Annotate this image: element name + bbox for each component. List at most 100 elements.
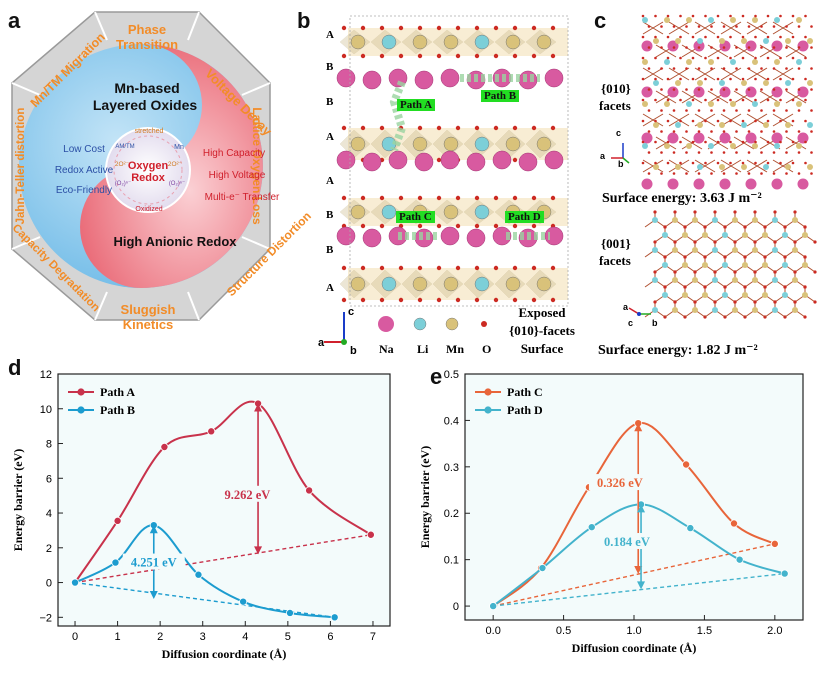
na-atom [641,86,653,98]
mn-atom [692,277,698,283]
o-atom [779,161,782,165]
o-atom [679,140,682,144]
li-atom [652,217,658,223]
o-atom [704,56,707,60]
axis-b-dot [341,339,347,345]
o-atom [722,130,726,133]
na-atom [667,132,679,144]
o-atom [722,172,726,175]
o-atom [703,255,707,259]
o-atom [653,240,657,244]
o-atom [641,140,645,144]
o-atom [493,53,499,59]
o-atom [550,297,556,303]
o-atom [804,56,807,60]
o-atom [685,172,688,175]
o-atom [804,161,807,165]
o-atom [763,225,767,229]
legend-mn-swatch [445,317,459,331]
title-high-anionic-redox: High Anionic Redox [113,234,237,249]
o-atom [493,195,499,201]
o-atom [803,315,807,319]
o-atom [760,109,763,112]
surface-energy-001: Surface energy: 1.82 J m⁻² [598,343,758,358]
o-atom [417,265,423,271]
o-atom [666,161,670,165]
na-atom [771,178,783,190]
na-atom [693,178,705,190]
o-atom [803,285,807,289]
mn-atom [350,276,366,292]
x-tick-label: 1.5 [697,625,712,637]
legend-marker [484,406,492,414]
li-atom [474,276,490,292]
o-atom [791,119,795,123]
na-atom [797,86,809,98]
o-atom [697,46,701,49]
o-atom [791,77,795,81]
mn-atom [741,80,747,86]
data-point [489,602,498,611]
o-atom [341,53,347,59]
o-atom [723,255,727,259]
o-atom [654,119,657,123]
o-atom [785,109,788,112]
center-mn: Mn [174,144,184,151]
o-atom [379,223,385,229]
y-tick-label: 0 [453,601,459,613]
o-atom [704,140,707,144]
o-atom [804,119,807,123]
o-atom [722,67,726,70]
o-atom [772,130,776,133]
li-atom [474,136,490,152]
o-atom [722,88,726,91]
o-atom [693,240,697,244]
mn-atom [763,80,769,86]
prop-redox-active: Redox Active [54,165,114,176]
center-o2-left: 2O²⁻ [114,161,130,168]
y-tick-label: 0.3 [444,462,459,474]
o-atom [679,56,682,60]
o-atom [474,297,480,303]
data-point [239,597,248,606]
o-atom [704,119,707,123]
mn-atom [702,262,708,268]
o-atom [641,35,645,39]
o-atom [716,14,720,18]
o-atom [772,67,776,70]
li-atom [730,59,736,65]
o-atom [341,125,347,131]
mn-atom [682,262,688,268]
mn-atom [719,164,725,170]
octagon-label-phase-transition: Phase Transition [115,22,179,52]
bond [642,21,664,35]
o-atom [666,140,670,144]
o-atom [716,119,720,123]
o-atom [474,25,480,31]
o-atom [754,161,757,165]
o-atom [735,67,738,70]
x-tick-label: 4 [242,631,248,643]
o-atom [810,172,813,175]
mn-atom [802,262,808,268]
mn-atom [675,38,681,44]
na-atom [745,178,757,190]
o-atom [341,265,347,271]
o-atom [797,88,801,91]
o-atom [710,130,713,133]
o-atom [773,270,777,274]
o-atom [697,151,701,154]
o-atom [779,35,782,39]
o-atom [697,172,701,175]
o-atom [679,98,682,102]
o-atom [733,210,737,214]
bond [746,159,768,173]
x-tick-label: 5 [285,631,291,643]
mn-atom [752,277,758,283]
o-atom [647,130,651,133]
li-atom [675,122,681,128]
li-atom [474,204,490,220]
o-atom [754,140,757,144]
o-atom [672,67,676,70]
axis-b-line [622,157,630,164]
